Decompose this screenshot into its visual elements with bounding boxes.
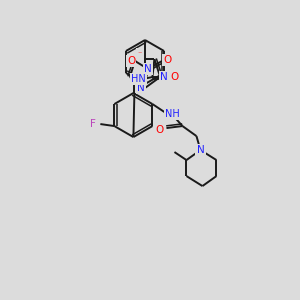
- Text: O: O: [127, 56, 135, 66]
- Text: N: N: [196, 145, 204, 155]
- Text: O: O: [155, 125, 164, 135]
- Text: N: N: [160, 72, 168, 82]
- Text: N: N: [144, 64, 152, 74]
- Text: NH: NH: [165, 109, 180, 119]
- Text: O: O: [163, 55, 171, 65]
- Text: ⁻: ⁻: [138, 50, 142, 58]
- Text: F: F: [90, 119, 96, 129]
- Text: O: O: [170, 72, 178, 82]
- Text: HN: HN: [131, 74, 146, 84]
- Text: N: N: [137, 83, 145, 93]
